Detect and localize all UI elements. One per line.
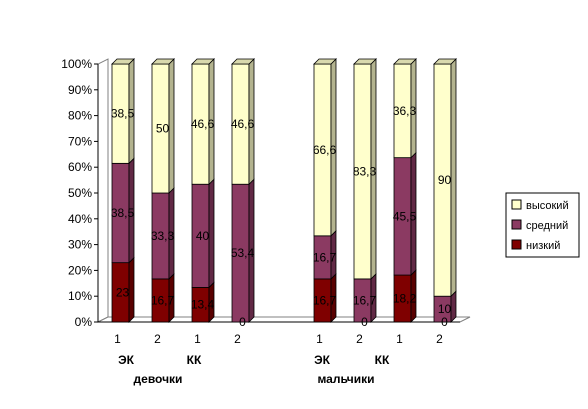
value-label-средний: 40 — [196, 229, 210, 243]
value-label-высокий: 50 — [156, 122, 170, 136]
legend-swatch-средний — [511, 219, 522, 230]
bar-side-средний — [208, 178, 215, 289]
value-label-высокий: 38,5 — [111, 107, 135, 121]
value-label-средний: 38,5 — [111, 206, 135, 220]
legend-label-высокий: высокий — [526, 200, 569, 212]
group-label: девочки — [134, 372, 183, 386]
legend-swatch-высокий — [511, 199, 522, 210]
y-tick-label: 20% — [68, 263, 92, 277]
y-tick-label: 100% — [61, 57, 92, 71]
bar-side-высокий — [168, 58, 175, 194]
category-label: 2 — [234, 332, 241, 346]
value-label-высокий: 46,6 — [231, 117, 255, 131]
value-label-средний: 33,3 — [151, 229, 175, 243]
legend-swatch-низкий — [511, 239, 522, 250]
value-label-высокий: 90 — [438, 173, 452, 187]
value-label-низкий: 18,2 — [393, 292, 417, 306]
y-tick-label: 70% — [68, 134, 92, 148]
legend-label-средний: средний — [526, 220, 568, 232]
y-tick-label: 10% — [68, 289, 92, 303]
bar-top-высокий — [231, 58, 255, 65]
value-label-средний: 53,4 — [231, 246, 255, 260]
legend: высокий средний низкий — [505, 192, 580, 258]
category-label: 1 — [194, 332, 201, 346]
bar-top-высокий — [151, 58, 175, 65]
y-tick-label: 40% — [68, 212, 92, 226]
axes: 0% 10% 20% 30% 40% 50% 60% 70% 80% 90% 100% — [61, 57, 460, 329]
category-label: 2 — [154, 332, 161, 346]
subgroup-label: ЭК — [314, 353, 331, 367]
category-label: 1 — [114, 332, 121, 346]
category-label: 1 — [316, 332, 323, 346]
bar-top-высокий — [111, 58, 135, 65]
subgroup-label: КК — [375, 353, 390, 367]
value-label-низкий: 16,7 — [151, 293, 175, 307]
subgroup-label: ЭК — [118, 353, 135, 367]
group-label: мальчики — [317, 372, 374, 386]
bar-top-высокий — [353, 58, 377, 65]
y-tick-label: 30% — [68, 238, 92, 252]
bar-top-высокий — [393, 58, 417, 65]
value-label-низкий: 23 — [116, 285, 130, 299]
y-tick-label: 0% — [75, 315, 93, 329]
category-label: 2 — [436, 332, 443, 346]
bar-top-высокий — [313, 58, 337, 65]
value-label-высокий: 83,3 — [353, 164, 377, 178]
value-label-высокий: 46,6 — [191, 117, 215, 131]
y-tick-label: 60% — [68, 160, 92, 174]
bar-side-низкий — [128, 256, 135, 323]
subgroup-label: КК — [187, 353, 202, 367]
value-label-высокий: 66,6 — [313, 143, 337, 157]
bar-top-высокий — [433, 58, 457, 65]
value-label-средний: 16,7 — [353, 293, 377, 307]
value-label-низкий: 0 — [441, 315, 448, 329]
legend-label-низкий: низкий — [526, 240, 560, 252]
value-label-средний: 16,7 — [313, 250, 337, 264]
value-labels: 23 38,5 38,5 16,7 33,3 50 13,4 40 46,6 0 53,4 46,6 1… — [111, 104, 452, 329]
value-label-низкий: 0 — [361, 315, 368, 329]
value-label-низкий: 0 — [239, 315, 246, 329]
bar-side-высокий — [450, 58, 457, 298]
y-tick-label: 90% — [68, 83, 92, 97]
value-label-низкий: 13,4 — [191, 298, 215, 312]
value-label-низкий: 16,7 — [313, 293, 337, 307]
category-label: 2 — [356, 332, 363, 346]
value-label-средний: 10 — [438, 302, 452, 316]
bars — [111, 58, 457, 323]
value-label-средний: 45,5 — [393, 209, 417, 223]
category-label: 1 — [396, 332, 403, 346]
x-axis-labels: 1 2 1 2 1 2 1 2 ЭК КК ЭК КК девочки мальчики — [114, 332, 443, 386]
side-wall — [97, 58, 109, 323]
value-label-высокий: 36,3 — [393, 104, 417, 118]
bar-top-высокий — [191, 58, 215, 65]
y-tick-label: 50% — [68, 186, 92, 200]
y-tick-label: 80% — [68, 109, 92, 123]
